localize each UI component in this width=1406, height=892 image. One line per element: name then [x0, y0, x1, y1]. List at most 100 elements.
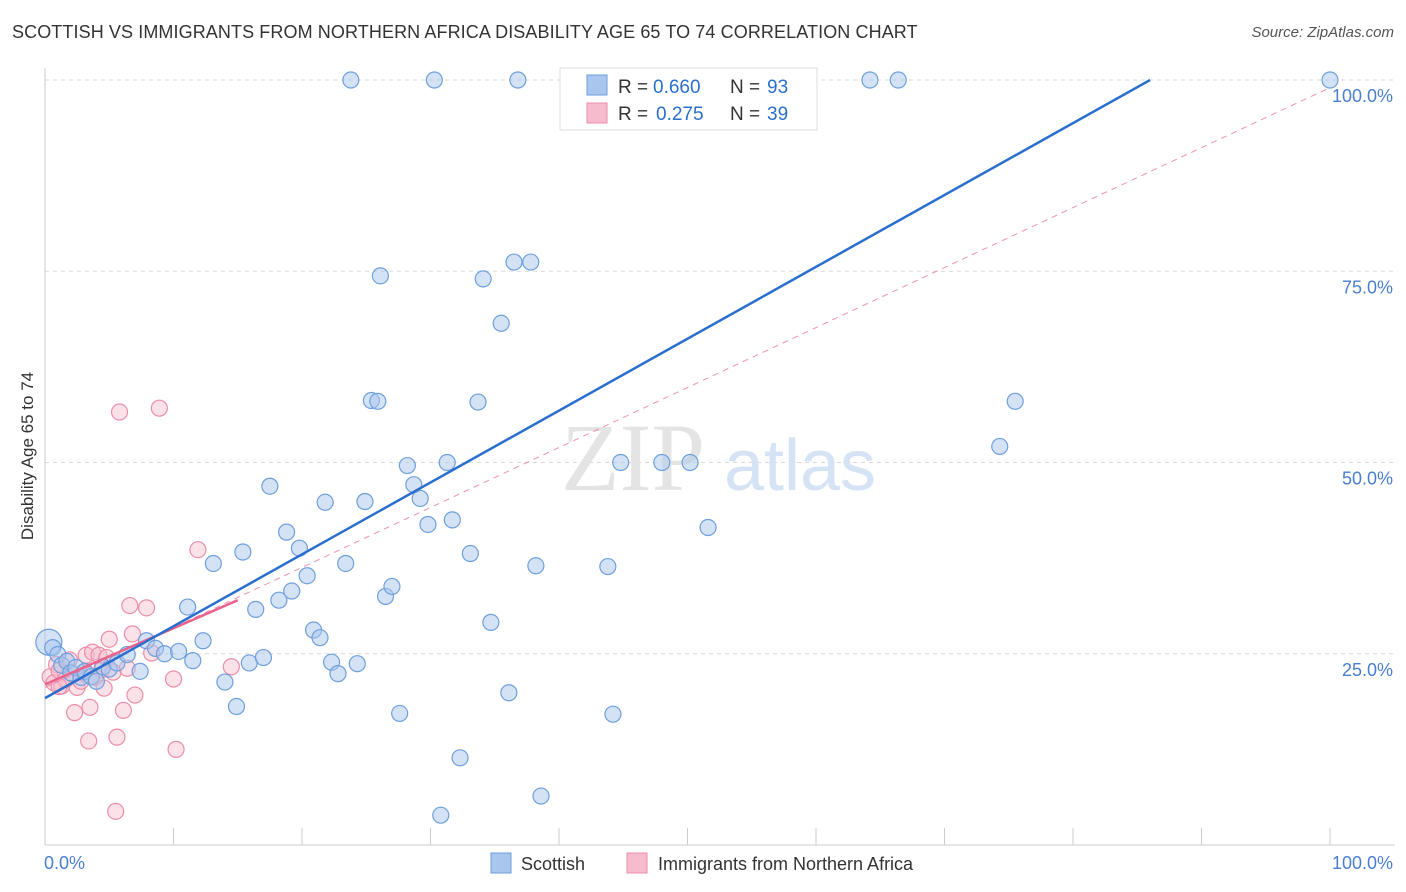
blue-point-72 — [599, 557, 617, 576]
blue-point-20 — [170, 642, 188, 661]
x-tick-label-end: 100.0% — [1332, 853, 1393, 873]
blue-point-51 — [391, 704, 409, 723]
blue-point-42 — [337, 554, 355, 573]
tick-labels: 25.0% 50.0% 75.0% 100.0% 0.0% 100.0% — [44, 86, 1393, 873]
y-axis-label: Disability Age 65 to 74 — [18, 372, 37, 540]
blue-point-23 — [194, 632, 212, 650]
pink-point-15 — [81, 698, 99, 716]
blue-point-71 — [532, 787, 550, 805]
blue-point-62 — [469, 393, 487, 411]
axes — [44, 68, 1395, 846]
stats-box: R = 0.660 N = 93 R = 0.275 N = 39 — [559, 67, 818, 131]
pink-point-24 — [107, 802, 125, 820]
blue-series-points — [35, 71, 1339, 824]
pink-point-29 — [121, 596, 139, 615]
pink-point-31 — [126, 686, 144, 704]
blue-point-47 — [369, 392, 387, 410]
pink-point-27 — [114, 701, 132, 719]
pink-trend-line — [44, 599, 239, 686]
pink-point-26 — [110, 403, 129, 421]
blue-point-16 — [131, 662, 149, 680]
blue-point-19 — [155, 645, 174, 663]
blue-point-68 — [509, 71, 527, 89]
blue-point-57 — [432, 806, 450, 824]
pink-point-9 — [65, 704, 84, 722]
blue-point-64 — [482, 613, 500, 631]
pink-point-35 — [164, 670, 183, 688]
stats-n-label-2: N = — [730, 104, 760, 125]
blue-point-52 — [398, 456, 416, 475]
legend-swatch-scottish — [490, 852, 512, 874]
blue-point-32 — [270, 591, 288, 609]
blue-point-34 — [283, 582, 301, 600]
legend-label-immigrants: Immigrants from Northern Africa — [658, 854, 914, 874]
blue-point-69 — [522, 253, 540, 271]
pink-point-38 — [222, 658, 240, 676]
blue-point-11 — [87, 672, 106, 690]
blue-point-48 — [371, 267, 389, 285]
stats-r-value-2: 0.275 — [656, 104, 704, 125]
blue-point-25 — [216, 673, 234, 691]
stats-n-label-1: N = — [730, 77, 760, 98]
pink-point-22 — [100, 630, 118, 648]
x-tick-label-start: 0.0% — [44, 853, 85, 873]
pink-point-32 — [137, 599, 156, 617]
blue-point-30 — [254, 648, 273, 667]
watermark-atlas: atlas — [724, 426, 876, 506]
legend-label-scottish: Scottish — [521, 854, 585, 874]
blue-point-76 — [681, 453, 699, 472]
watermark: ZIP atlas — [561, 404, 876, 511]
blue-point-27 — [234, 543, 252, 561]
y-tick-label-4: 100.0% — [1332, 86, 1393, 106]
blue-point-45 — [356, 492, 374, 511]
blue-point-21 — [179, 598, 197, 616]
blue-point-75 — [653, 453, 671, 472]
watermark-zip: ZIP — [561, 404, 705, 511]
blue-point-59 — [443, 511, 461, 529]
blue-point-26 — [227, 697, 246, 716]
trend-lines — [44, 78, 1331, 700]
stats-n-value-1: 93 — [767, 77, 788, 98]
blue-point-74 — [612, 453, 630, 472]
legend-swatch-immigrants — [626, 852, 648, 874]
blue-point-22 — [184, 652, 202, 670]
pink-point-30 — [123, 625, 141, 643]
pink-point-37 — [189, 541, 207, 559]
blue-point-24 — [204, 554, 222, 573]
blue-point-70 — [527, 557, 545, 575]
source-note: Source: ZipAtlas.com — [1251, 24, 1394, 41]
pink-point-25 — [108, 728, 126, 746]
blue-point-36 — [298, 567, 316, 585]
chart-title: SCOTTISH VS IMMIGRANTS FROM NORTHERN AFR… — [12, 22, 918, 42]
blue-point-29 — [247, 600, 265, 618]
grid-lines — [45, 79, 1395, 655]
blue-point-44 — [348, 655, 366, 673]
blue-point-50 — [383, 577, 401, 596]
blue-point-38 — [311, 629, 329, 647]
blue-point-66 — [500, 684, 518, 702]
stats-swatch-pink — [586, 102, 608, 124]
stats-swatch-blue — [586, 74, 608, 96]
stats-r-value-1: 0.660 — [653, 77, 701, 98]
blue-point-65 — [492, 314, 510, 332]
blue-point-58 — [438, 453, 456, 472]
blue-point-43 — [342, 71, 360, 89]
blue-point-31 — [261, 477, 279, 495]
blue-point-33 — [277, 523, 296, 541]
blue-point-77 — [699, 518, 717, 537]
blue-point-60 — [451, 749, 469, 767]
stats-n-value-2: 39 — [767, 104, 788, 125]
blue-point-78 — [861, 71, 879, 89]
blue-point-54 — [411, 489, 429, 508]
blue-point-61 — [461, 544, 479, 563]
blue-point-73 — [604, 705, 622, 723]
pink-point-34 — [150, 399, 168, 417]
blue-trend-line — [44, 78, 1151, 700]
pink-point-14 — [80, 732, 98, 750]
blue-point-79 — [889, 71, 907, 89]
blue-point-41 — [329, 665, 347, 683]
blue-point-63 — [474, 270, 492, 288]
blue-point-55 — [419, 515, 437, 534]
blue-point-56 — [425, 71, 443, 89]
